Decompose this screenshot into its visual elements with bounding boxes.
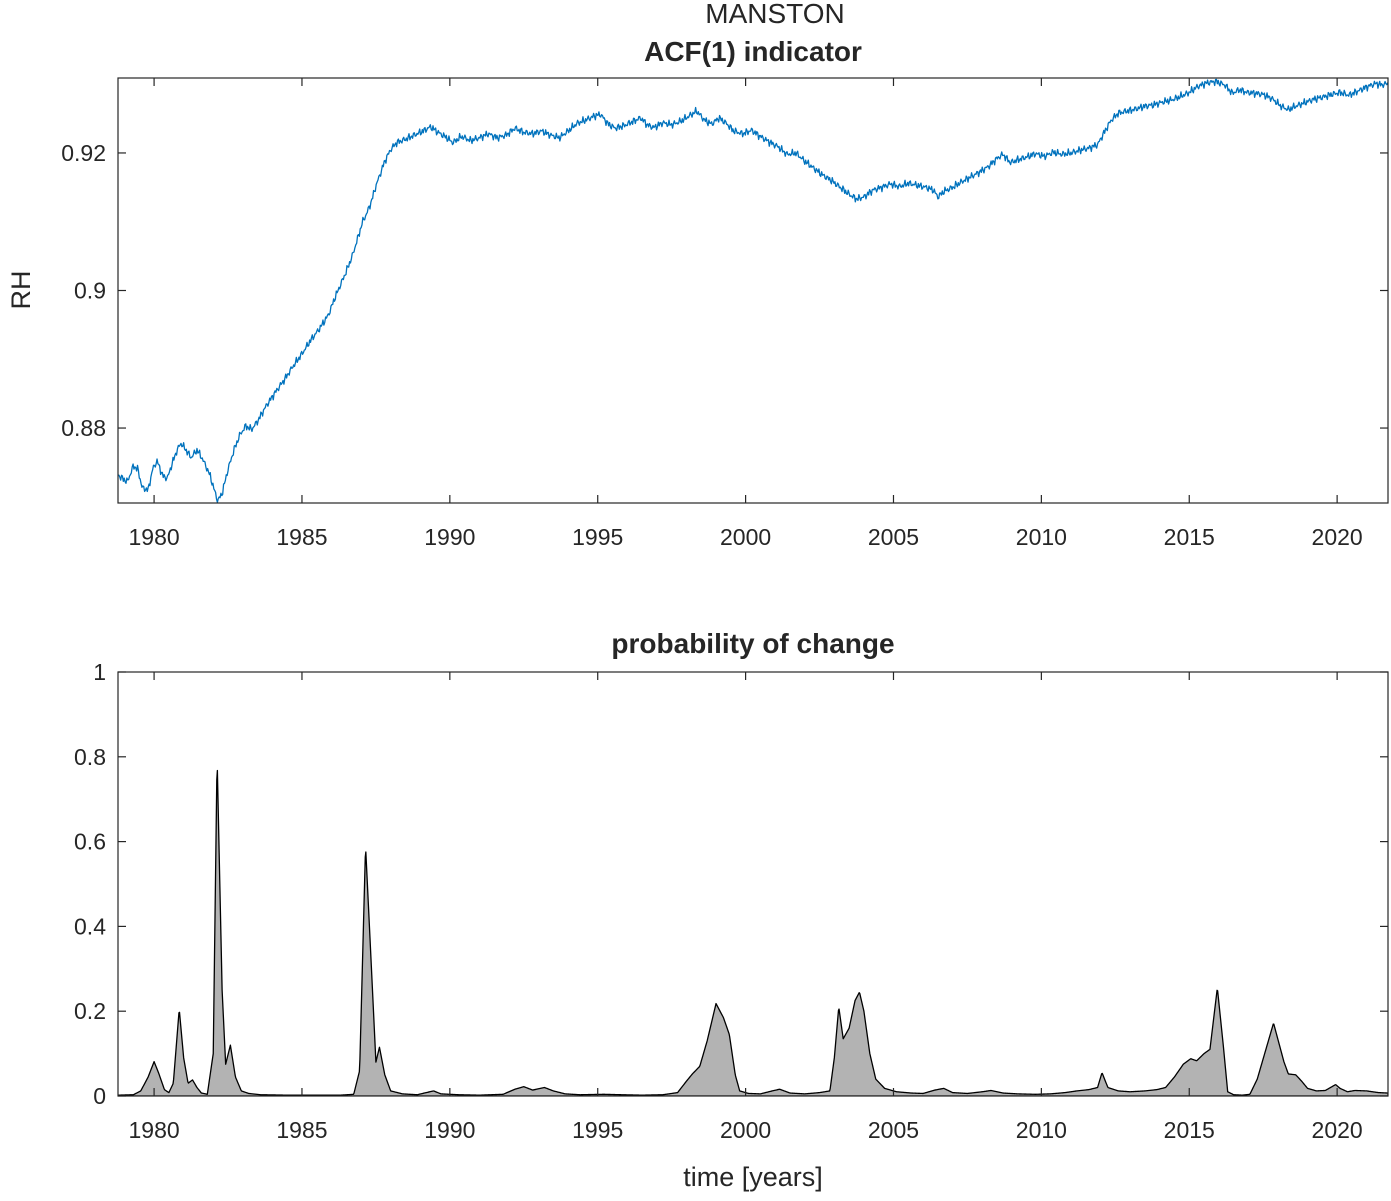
probability-subplot: 1980 1985 1990 1995 2000 2005 2010 2015 2020 0 0.2… [74, 659, 1389, 1143]
acf-ylabel: RH [6, 271, 36, 310]
y-tick-label: 0.92 [61, 140, 106, 166]
y-tick-label: 0 [93, 1083, 106, 1109]
x-tick-label: 1995 [572, 1117, 623, 1143]
probability-area [118, 769, 1388, 1096]
x-tick-label: 1990 [424, 524, 475, 550]
axes-box [117, 77, 1389, 504]
x-tick-label: 1980 [128, 524, 179, 550]
y-tick-label: 1 [93, 659, 106, 685]
y-tick-label: 0.6 [74, 829, 106, 855]
y-tick-label: 0.8 [74, 744, 106, 770]
x-tick-label: 1990 [424, 1117, 475, 1143]
y-tick-label: 0.2 [74, 998, 106, 1024]
x-tick-label: 2000 [720, 524, 771, 550]
x-tick-label: 2005 [868, 524, 919, 550]
x-tick-label: 2000 [720, 1117, 771, 1143]
x-tick-label: 1980 [128, 1117, 179, 1143]
x-tick-label: 2015 [1164, 524, 1215, 550]
x-tick-label: 1985 [276, 1117, 327, 1143]
acf-indicator-subplot: 1980 1985 1990 1995 2000 2005 2010 2015 2020 0.88… [61, 77, 1389, 550]
x-tick-label: 2020 [1312, 524, 1363, 550]
x-tick-label: 2020 [1312, 1117, 1363, 1143]
y-tick-label: 0.9 [74, 278, 106, 304]
x-tick-label: 2010 [1016, 1117, 1067, 1143]
x-tick-label: 2010 [1016, 524, 1067, 550]
time-xlabel: time [years] [683, 1162, 823, 1192]
series-layer [118, 78, 1388, 503]
y-tick-label: 0.4 [74, 913, 106, 939]
y-tick-label: 0.88 [61, 415, 106, 441]
x-tick-label: 1985 [276, 524, 327, 550]
acf-line [118, 78, 1388, 503]
probability-chart-title: probability of change [611, 628, 894, 659]
acf-chart-title: ACF(1) indicator [644, 36, 862, 67]
series-layer [118, 769, 1388, 1096]
figure-suptitle: MANSTON [705, 0, 845, 29]
x-tick-label: 2005 [868, 1117, 919, 1143]
axes-box [117, 671, 1389, 1097]
x-tick-label: 2015 [1164, 1117, 1215, 1143]
x-tick-label: 1995 [572, 524, 623, 550]
